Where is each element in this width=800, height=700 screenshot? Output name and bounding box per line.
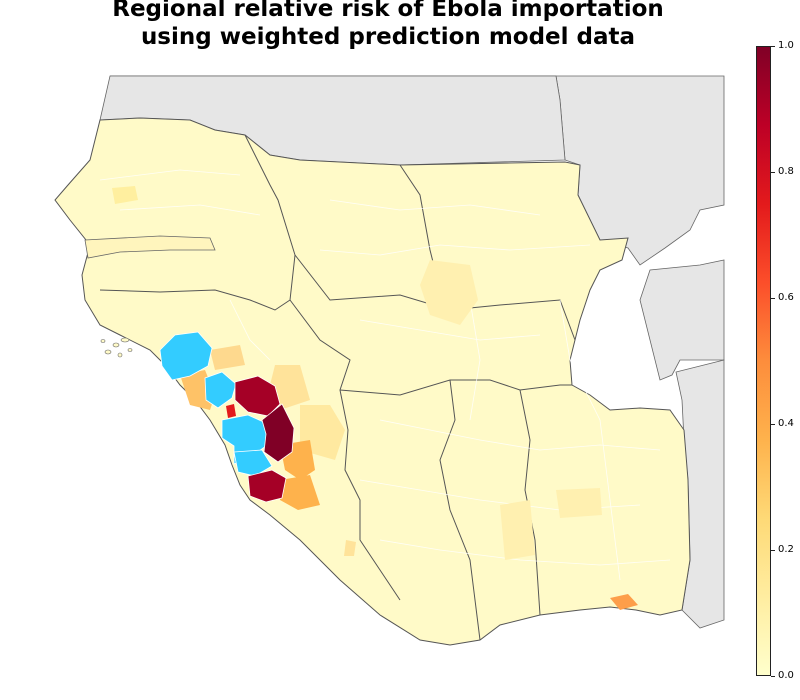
title-line-1: Regional relative risk of Ebola importat…: [112, 0, 664, 22]
admin-line: [329, 199, 541, 216]
region-low-mali: [420, 260, 478, 325]
island: [120, 337, 130, 343]
region-orange-3: [280, 475, 320, 510]
admin-borders: [99, 169, 671, 581]
island: [117, 352, 123, 358]
region-low-guinea-mid: [270, 365, 310, 410]
colorbar-tick: [771, 424, 775, 425]
colorbar-label-0: 0.0: [778, 670, 794, 681]
region-low-cotedivoire-2: [556, 488, 602, 518]
admin-line: [319, 244, 591, 256]
region-cyan-south-2: [233, 449, 273, 477]
high-risk-regions: [226, 375, 295, 503]
colorbar-label-1: 0.2: [778, 544, 794, 555]
colorbar-tick: [771, 550, 775, 551]
admin-line: [379, 419, 661, 451]
island: [100, 339, 106, 343]
border-ghana-togo: [439, 379, 481, 641]
island: [112, 342, 120, 348]
admin-line: [99, 169, 241, 181]
admin-line: [559, 299, 621, 581]
islands: [100, 337, 133, 358]
region-orange-coast: [610, 594, 638, 610]
admin-line: [229, 299, 271, 361]
region-cyan-mid: [204, 371, 237, 409]
region-low-cotedivoire-1: [500, 500, 535, 560]
region-red-south: [247, 469, 287, 503]
island: [127, 348, 133, 352]
region-low-guinea-east: [300, 405, 345, 460]
background-countries: [99, 75, 725, 629]
island: [104, 349, 112, 355]
region-bright-red: [226, 404, 236, 418]
border-senegal-mali: [99, 134, 296, 311]
country-borders: [99, 134, 576, 641]
gambia-river-region: [84, 235, 216, 259]
admin-line: [469, 299, 481, 421]
colorbar: [756, 46, 771, 676]
region-darkred-east: [261, 403, 295, 463]
map-title: Regional relative risk of Ebola importat…: [0, 0, 776, 51]
border-guinea-cotedivoire: [289, 299, 401, 601]
region-cyan-north: [159, 331, 213, 381]
colorbar-label-4: 0.8: [778, 166, 794, 177]
colorbar-label-3: 0.6: [778, 292, 794, 303]
colorbar-tick: [771, 46, 775, 47]
low-risk-regions: [112, 186, 602, 560]
title-line-2: using weighted prediction model data: [140, 24, 636, 50]
region-low-senegal: [112, 186, 138, 204]
admin-line: [119, 204, 261, 216]
region-low-small: [344, 540, 356, 556]
admin-line: [359, 319, 541, 341]
nigeria-east: [639, 259, 725, 381]
border-togo-benin: [519, 389, 541, 616]
border-burkina-ghana: [339, 379, 572, 396]
affected-regions: [159, 331, 273, 477]
colorbar-tick: [771, 676, 775, 677]
colorbar-label-5: 1.0: [778, 40, 794, 51]
colorbar-tick: [771, 172, 775, 173]
admin-line: [379, 539, 671, 566]
region-orange-4: [210, 345, 245, 370]
colorbar-tick: [771, 298, 775, 299]
colorbar-label-2: 0.4: [778, 418, 794, 429]
